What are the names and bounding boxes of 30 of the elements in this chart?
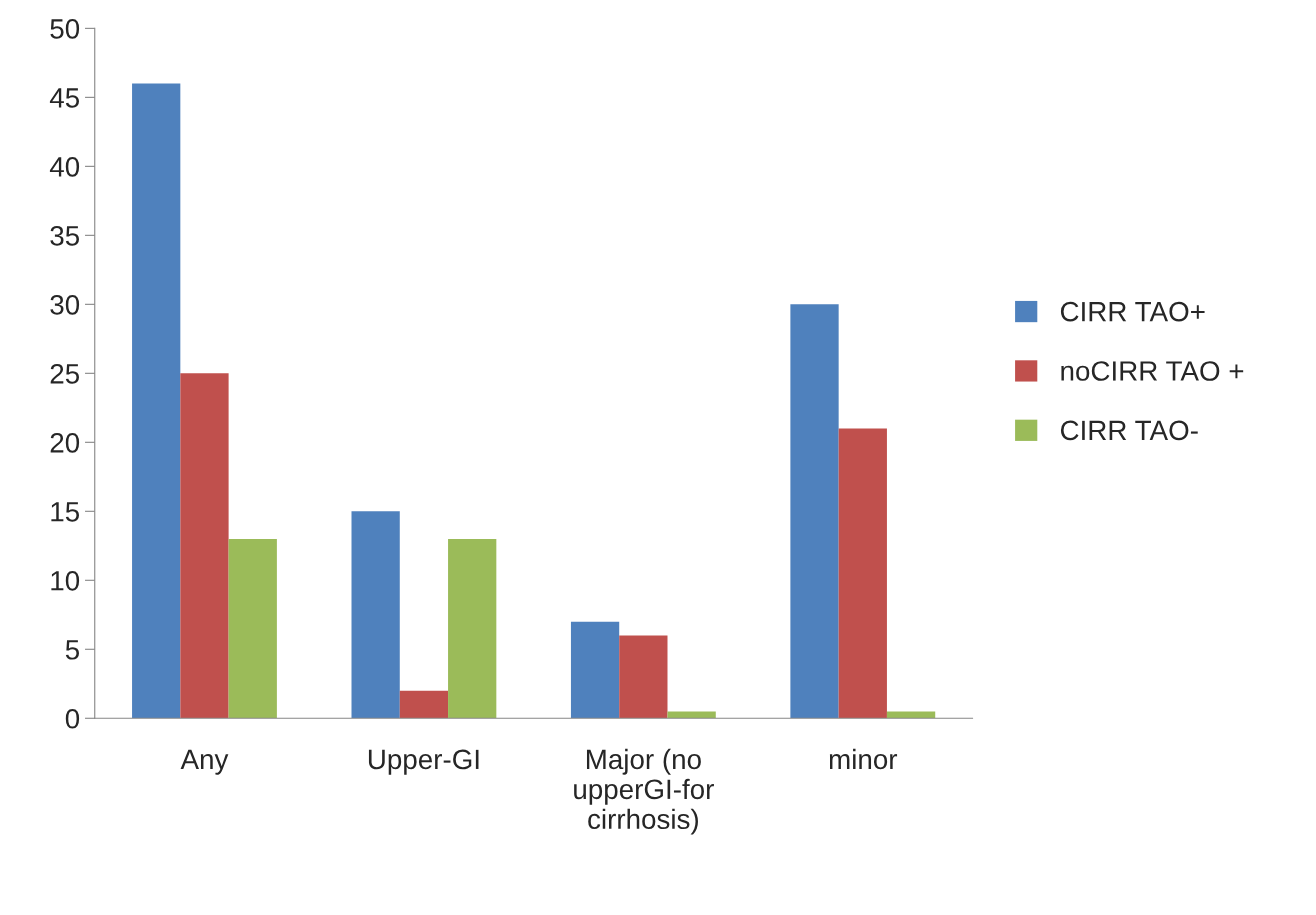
bar <box>228 538 277 719</box>
legend-label: noCIRR TAO + <box>1061 361 1244 381</box>
y-tick-label: 30 <box>50 295 80 315</box>
bar <box>790 304 839 719</box>
y-tick-label: 5 <box>65 640 80 660</box>
bar <box>132 83 181 719</box>
bar <box>886 711 936 719</box>
legend-label: CIRR TAO+ <box>1060 301 1205 322</box>
x-tick-label: Upper-GI <box>368 749 479 775</box>
y-tick-label: 10 <box>51 570 80 591</box>
bar <box>180 373 229 719</box>
y-tick-label: 40 <box>49 157 80 177</box>
y-tick-label: 15 <box>51 502 80 522</box>
bar <box>351 511 400 719</box>
y-tick-label: 35 <box>50 226 80 246</box>
bar <box>838 428 887 719</box>
x-tick-label: Major (no upperGI-for cirrhosis) <box>574 748 714 835</box>
bar <box>448 538 497 719</box>
x-tick-label: Any <box>180 749 229 775</box>
bar <box>667 711 716 719</box>
legend-label: CIRR TAO- <box>1060 420 1198 441</box>
y-tick-label: 50 <box>50 19 80 39</box>
bar <box>399 690 449 719</box>
x-tick-label: minor <box>829 748 898 770</box>
y-tick-label: 0 <box>65 708 80 729</box>
y-tick-label: 25 <box>50 363 80 384</box>
bar <box>619 635 668 719</box>
y-tick-label: 20 <box>50 432 80 453</box>
bar <box>570 621 620 719</box>
y-tick-label: 45 <box>49 88 80 108</box>
